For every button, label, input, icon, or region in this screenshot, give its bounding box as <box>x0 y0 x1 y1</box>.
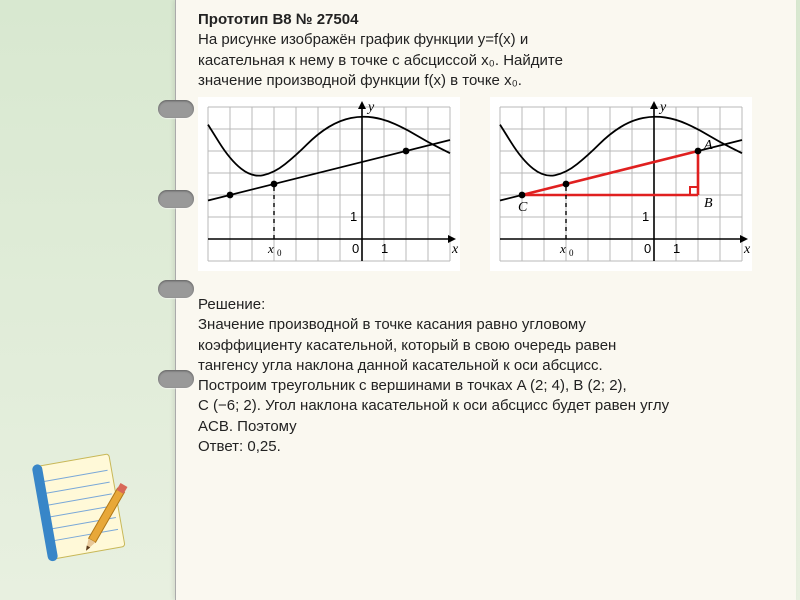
svg-text:x: x <box>743 242 751 257</box>
svg-text:0: 0 <box>569 248 574 258</box>
binder-hole <box>158 280 194 298</box>
svg-text:0: 0 <box>644 241 651 256</box>
problem-line: касательная к нему в точке с абсциссой x… <box>198 51 772 71</box>
svg-text:0: 0 <box>277 248 282 258</box>
chart-right: 011xyABCx0 <box>490 97 752 271</box>
svg-text:y: y <box>658 100 667 115</box>
solution-block: Решение: Значение производной в точке ка… <box>176 271 796 463</box>
svg-text:1: 1 <box>350 209 357 224</box>
svg-text:1: 1 <box>673 241 680 256</box>
binder-hole <box>158 190 194 208</box>
chart-left: 011xyx0 <box>198 97 460 271</box>
svg-text:x: x <box>267 241 274 256</box>
solution-line: ACB. Поэтому <box>198 417 772 437</box>
svg-text:1: 1 <box>642 209 649 224</box>
notepad-icon <box>18 440 138 580</box>
page-paper: Прототип B8 № 27504 На рисунке изображён… <box>175 0 796 600</box>
svg-text:x: x <box>451 242 459 257</box>
svg-text:C: C <box>518 200 528 215</box>
binder-hole <box>158 100 194 118</box>
svg-text:y: y <box>366 100 375 115</box>
solution-line: C (−6; 2). Угол наклона касательной к ос… <box>198 396 772 416</box>
problem-block: Прототип B8 № 27504 На рисунке изображён… <box>176 0 796 97</box>
solution-answer: Ответ: 0,25. <box>198 437 772 457</box>
svg-text:x: x <box>559 241 566 256</box>
problem-title: Прототип B8 № 27504 <box>198 10 772 30</box>
solution-line: Значение производной в точке касания рав… <box>198 315 772 335</box>
solution-line: коэффициенту касательной, который в свою… <box>198 336 772 356</box>
svg-text:1: 1 <box>381 241 388 256</box>
charts-row: 011xyx0 011xyABCx0 <box>176 97 796 271</box>
binder-hole <box>158 370 194 388</box>
solution-line: Построим треугольник с вершинами в точка… <box>198 376 772 396</box>
svg-text:A: A <box>703 138 713 153</box>
solution-heading: Решение: <box>198 295 772 315</box>
problem-line: значение производной функции f(x) в точк… <box>198 71 772 91</box>
svg-text:B: B <box>704 196 713 211</box>
problem-line: На рисунке изображён график функции y=f(… <box>198 30 772 50</box>
solution-line: тангенсу угла наклона данной касательной… <box>198 356 772 376</box>
svg-text:0: 0 <box>352 241 359 256</box>
